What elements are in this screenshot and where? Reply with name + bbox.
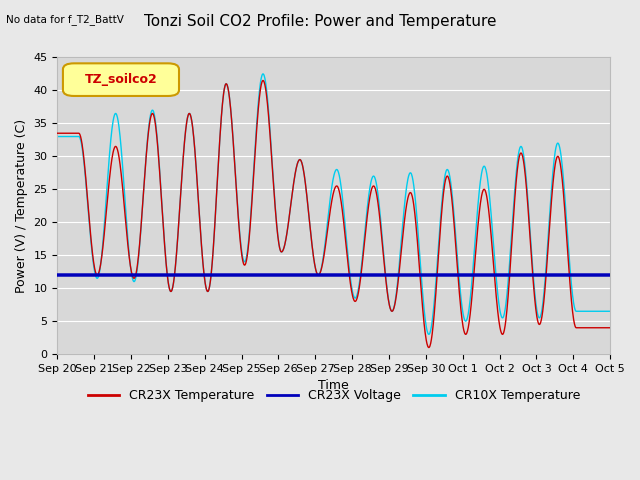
X-axis label: Time: Time (318, 379, 349, 393)
Text: No data for f_T2_BattV: No data for f_T2_BattV (6, 14, 124, 25)
FancyBboxPatch shape (63, 63, 179, 96)
Text: TZ_soilco2: TZ_soilco2 (84, 73, 157, 86)
Y-axis label: Power (V) / Temperature (C): Power (V) / Temperature (C) (15, 119, 28, 293)
Legend: CR23X Temperature, CR23X Voltage, CR10X Temperature: CR23X Temperature, CR23X Voltage, CR10X … (83, 384, 585, 407)
Text: Tonzi Soil CO2 Profile: Power and Temperature: Tonzi Soil CO2 Profile: Power and Temper… (144, 14, 496, 29)
